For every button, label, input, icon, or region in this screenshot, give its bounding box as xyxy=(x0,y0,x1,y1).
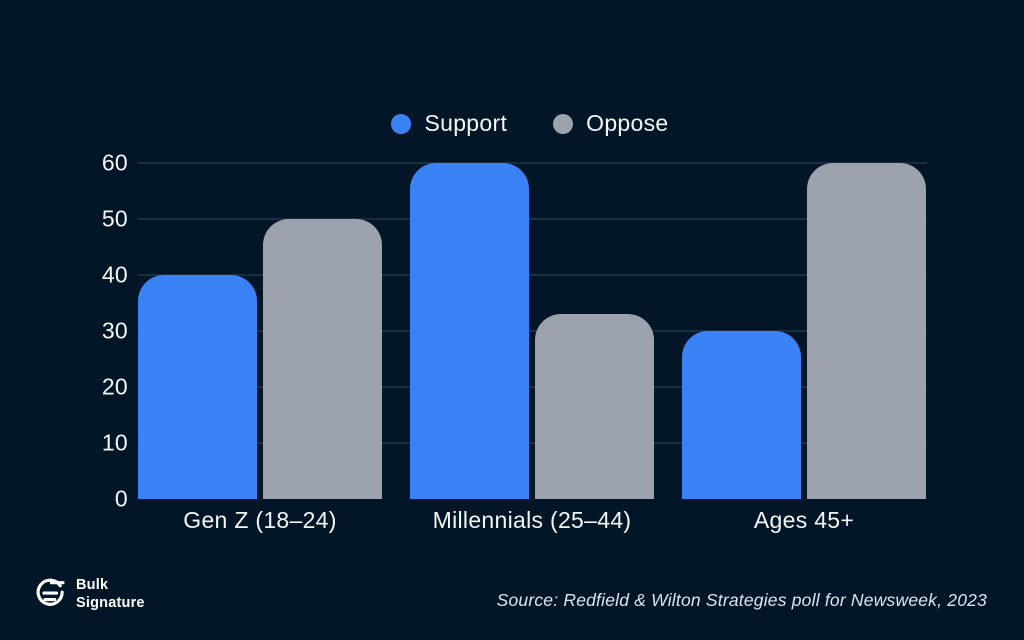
y-axis-tick-10: 10 xyxy=(101,429,128,456)
bar-support-0 xyxy=(138,275,257,499)
bulk-signature-icon xyxy=(32,576,69,613)
y-axis-tick-40: 40 xyxy=(101,261,128,288)
brand-name: Bulk Signature xyxy=(76,577,145,611)
x-category-label-2: Ages 45+ xyxy=(753,507,855,533)
source-attribution: Source: Redfield & Wilton Strategies pol… xyxy=(496,590,987,610)
y-axis-tick-50: 50 xyxy=(101,205,128,232)
legend-item-support: Support xyxy=(391,110,507,137)
gridline-20 xyxy=(138,386,927,388)
brand-name-line2: Signature xyxy=(76,594,145,611)
brand-name-line1: Bulk xyxy=(76,577,109,594)
y-axis-tick-30: 30 xyxy=(101,317,128,344)
legend-label-oppose: Oppose xyxy=(586,110,669,136)
legend-item-oppose: Oppose xyxy=(553,110,668,137)
brand-logo: Bulk Signature xyxy=(32,576,145,613)
gridline-60 xyxy=(138,162,927,164)
bar-support-1 xyxy=(410,163,529,499)
y-axis-tick-20: 20 xyxy=(101,373,128,400)
gridline-50 xyxy=(138,218,927,220)
y-axis-tick-60: 60 xyxy=(101,149,128,176)
oppose-swatch-icon xyxy=(553,113,574,134)
bar-oppose-0 xyxy=(263,219,382,499)
bar-support-2 xyxy=(682,331,801,499)
gridline-10 xyxy=(138,442,927,444)
y-axis-tick-0: 0 xyxy=(114,485,128,512)
chart-legend: Support Oppose xyxy=(18,110,1024,137)
bar-oppose-2 xyxy=(807,163,926,499)
x-category-label-0: Gen Z (18–24) xyxy=(183,507,337,533)
support-swatch-icon xyxy=(391,113,412,134)
gridline-40 xyxy=(138,274,927,276)
x-category-label-1: Millennials (25–44) xyxy=(432,507,632,533)
legend-label-support: Support xyxy=(424,110,508,136)
bar-oppose-1 xyxy=(535,314,654,499)
gridline-30 xyxy=(138,330,927,332)
